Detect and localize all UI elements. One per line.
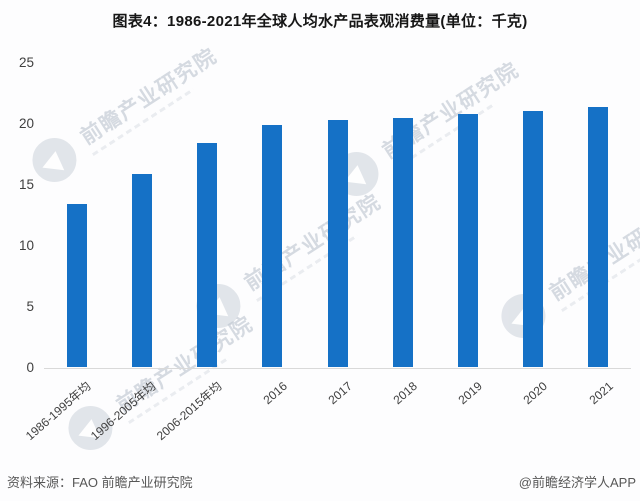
x-category-label: 2018: [390, 379, 420, 408]
y-tick-label: 20: [18, 115, 34, 131]
y-tick-label: 5: [26, 298, 34, 314]
credit-text: @前瞻经济学人APP: [518, 474, 636, 490]
bar: [66, 204, 87, 368]
x-axis-line: [44, 368, 631, 369]
chart-title: 图表4：1986-2021年全球人均水产品表观消费量(单位：千克): [112, 13, 528, 30]
bar: [131, 173, 152, 368]
x-category-label: 1996-2005年均: [88, 379, 160, 443]
bar: [457, 114, 478, 368]
bar: [327, 120, 348, 368]
y-tick-label: 0: [26, 359, 34, 375]
watermark: 前瞻产业研究院: [326, 51, 530, 205]
x-category-label: 2019: [455, 379, 486, 408]
watermark-text: 前瞻产业研究院: [76, 44, 222, 150]
watermark-text: 前瞻产业研究院: [240, 190, 386, 296]
bar: [262, 125, 283, 368]
bar: [523, 110, 544, 368]
x-category-label: 2021: [586, 379, 616, 408]
watermark: 前瞻产业研究院: [188, 183, 392, 337]
source-text: 资料来源：FAO 前瞻产业研究院: [7, 474, 193, 490]
bar: [197, 143, 218, 368]
y-tick-label: 25: [18, 55, 34, 70]
bar: [392, 117, 413, 368]
bar: [588, 106, 609, 368]
x-category-label: 1986-1995年均: [23, 379, 94, 443]
x-category-label: 2017: [325, 379, 355, 408]
footer: 资料来源：FAO 前瞻产业研究院 @前瞻经济学人APP: [7, 471, 636, 491]
y-tick-label: 15: [18, 176, 34, 192]
x-category-label: 2006-2015年均: [153, 379, 225, 443]
watermark-subtext-decoration: [91, 88, 195, 157]
watermark: 前瞻产业研究院: [493, 193, 640, 347]
y-tick-label: 10: [18, 237, 34, 253]
x-category-label: 2020: [521, 379, 551, 408]
x-category-label: 2016: [260, 379, 290, 408]
